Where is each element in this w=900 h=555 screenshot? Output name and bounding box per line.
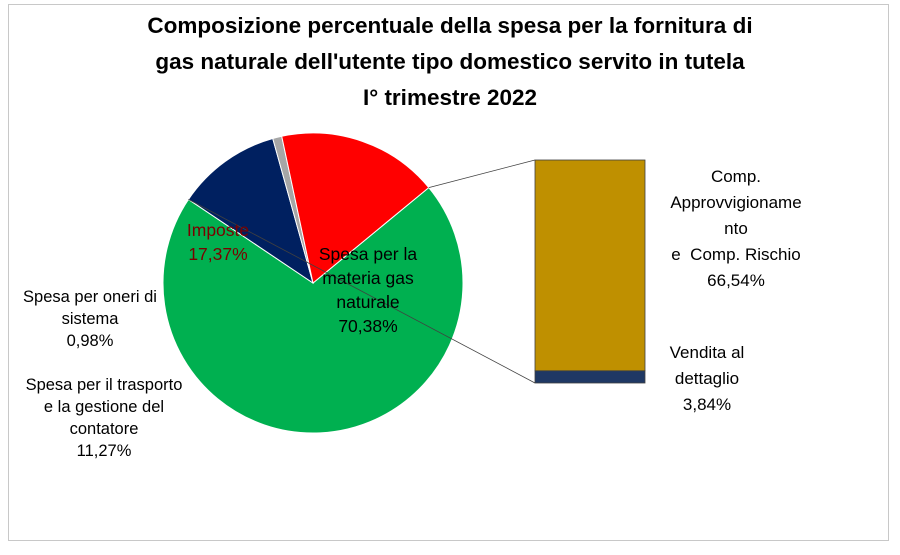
slice-label-line: Spesa per la	[318, 244, 418, 264]
bar-label-vendita: Vendita al dettaglio 3,84%	[642, 340, 772, 418]
bar-label-approvvigionamento: Comp. Approvvigioname nto e Comp. Rischi…	[646, 164, 826, 294]
slice-label-line: naturale	[336, 292, 400, 312]
slice-label-imposte: Imposte 17,37%	[168, 218, 268, 266]
slice-value-label: 11,27%	[76, 442, 132, 460]
chart-title: Composizione percentuale della spesa per…	[0, 8, 900, 116]
bar-value-label: 66,54%	[707, 271, 765, 290]
slice-label-line: Spesa per il trasporto	[25, 376, 183, 394]
slice-label-trasporto: Spesa per il trasporto e la gestione del…	[14, 374, 194, 462]
pie-slice-imposte	[281, 132, 430, 284]
bar-segment-approvvigionamento	[534, 159, 646, 372]
bar-label-line: e Comp. Rischio	[671, 245, 801, 264]
slice-label-line: e la gestione del	[43, 398, 165, 416]
slice-value-label: 17,37%	[188, 244, 248, 264]
chart-title-line: gas naturale dell'utente tipo domestico …	[155, 49, 745, 74]
bar-label-line: nto	[724, 219, 748, 238]
slice-label-line: Imposte	[186, 220, 250, 240]
slice-label-oneri: Spesa per oneri di sistema 0,98%	[10, 286, 170, 352]
bar-segment-vendita	[534, 370, 646, 384]
slice-value-label: 0,98%	[66, 332, 114, 350]
slice-label-line: Spesa per oneri di	[23, 288, 157, 306]
pie-slice-trasporto	[187, 137, 314, 285]
bar-label-line: Comp.	[710, 167, 762, 186]
slice-value-label: 70,38%	[338, 316, 398, 336]
connector-line-bottom	[188, 199, 536, 384]
slice-label-materia: Spesa per la materia gas naturale 70,38%	[298, 242, 438, 338]
bar-label-line: Approvvigioname	[670, 193, 802, 212]
slice-label-line: sistema	[61, 310, 119, 328]
slice-label-line: contatore	[69, 420, 139, 438]
bar-label-line: Vendita al	[669, 343, 745, 362]
bar-value-label: 3,84%	[682, 395, 732, 414]
chart-title-line: I° trimestre 2022	[362, 85, 538, 110]
connector-line-top	[428, 159, 536, 188]
pie-slice-materia	[162, 186, 464, 434]
slice-label-line: materia gas	[322, 268, 414, 288]
chart-title-line: Composizione percentuale della spesa per…	[147, 13, 753, 38]
bar-label-line: dettaglio	[674, 369, 740, 388]
